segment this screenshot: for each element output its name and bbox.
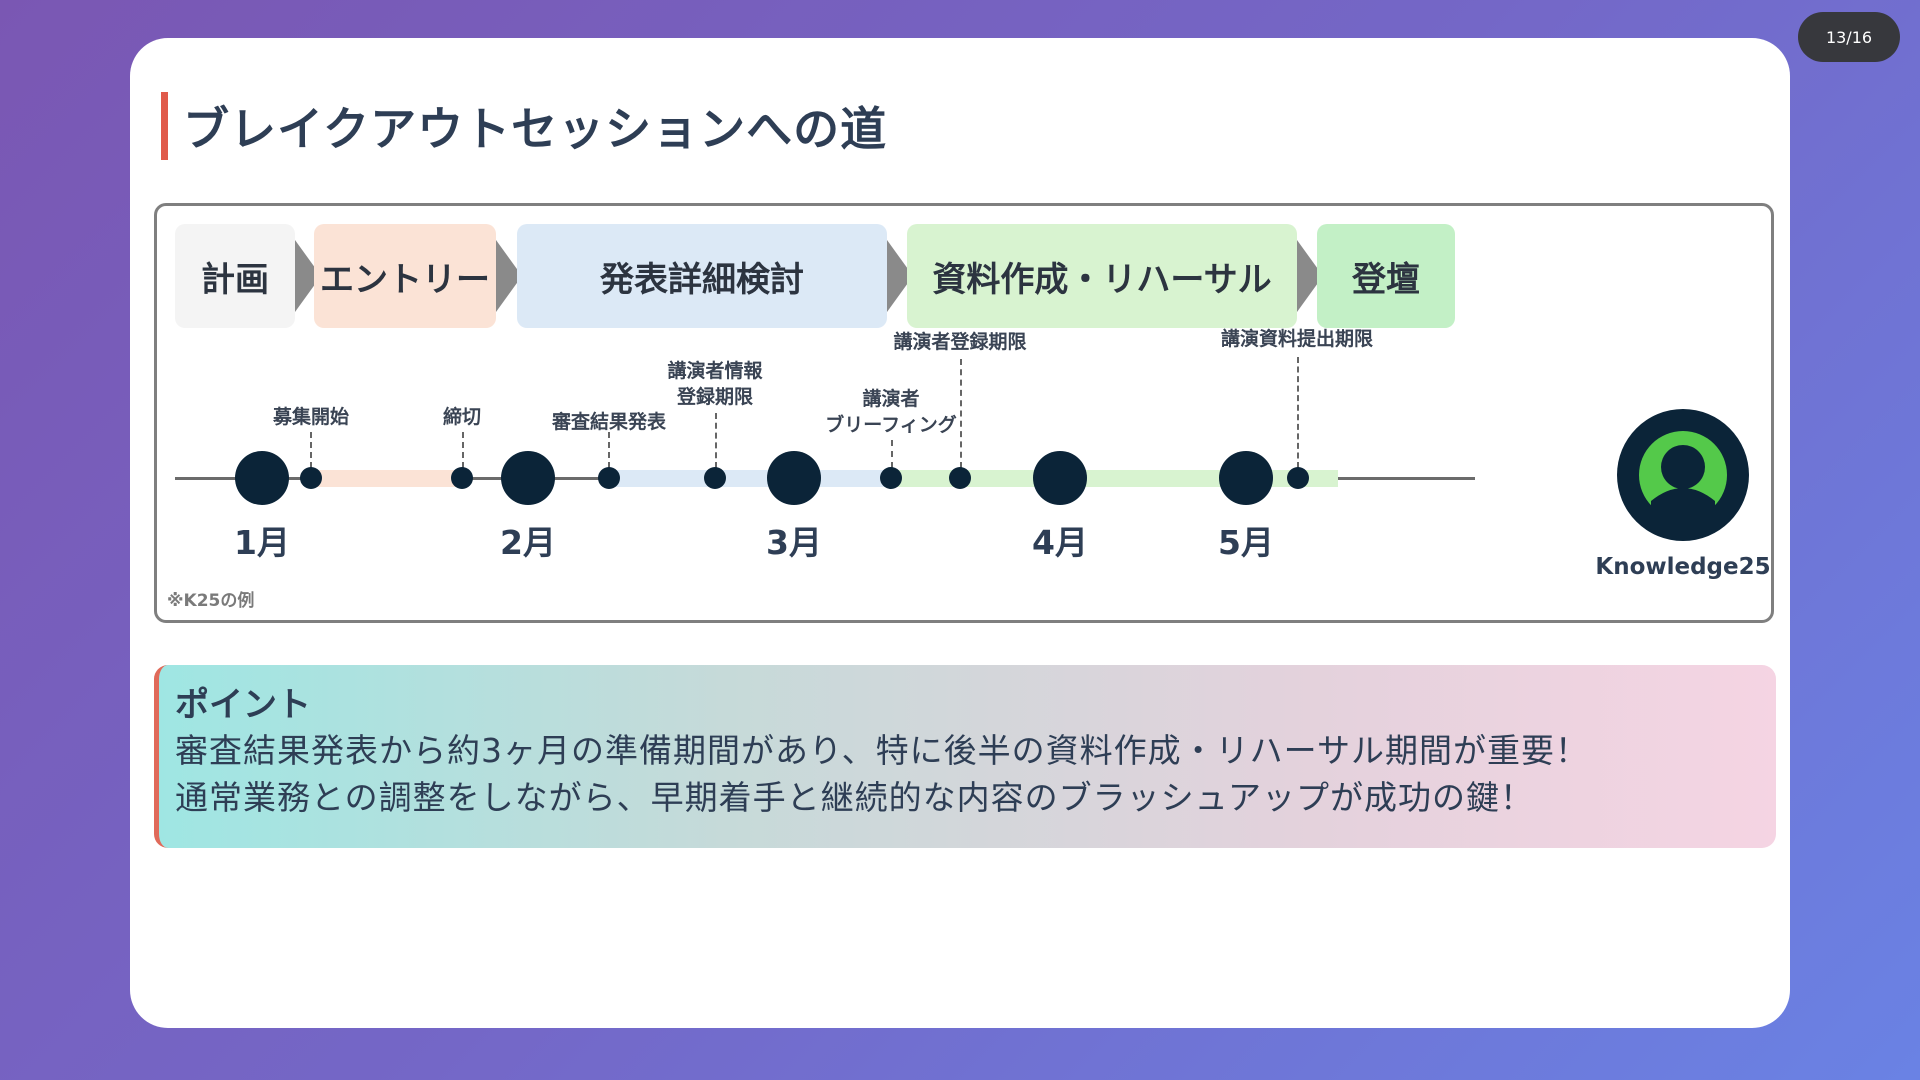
- event-deadline: 締切: [442, 406, 482, 428]
- event-marker: [598, 467, 620, 489]
- entry-period-band: [310, 470, 460, 487]
- event-speaker-registration: 講演者登録期限: [893, 331, 1027, 353]
- month-label: 3月: [766, 523, 822, 562]
- month-marker: [767, 451, 821, 505]
- event-connector: [960, 359, 962, 468]
- event-marker: [451, 467, 473, 489]
- point-box: ポイント 審査結果発表から約3ヶ月の準備期間があり、特に後半の資料作成・リハーサ…: [154, 665, 1776, 848]
- event-marker: [300, 467, 322, 489]
- point-line-1: 審査結果発表から約3ヶ月の準備期間があり、特に後半の資料作成・リハーサル期間が重…: [175, 731, 1590, 770]
- slide-title: ブレイクアウトセッションへの道: [183, 102, 888, 156]
- phase-presentation: 登壇: [1317, 224, 1455, 328]
- point-line-2: 通常業務との調整をしながら、早期着手と継続的な内容のブラッシュアップが成功の鍵！: [175, 778, 1535, 817]
- event-briefing-line1: 講演者: [862, 388, 920, 410]
- month-marker: [1219, 451, 1273, 505]
- point-heading: ポイント: [175, 685, 311, 725]
- event-connector: [715, 413, 717, 468]
- phase-detail-review: 発表詳細検討: [517, 224, 887, 328]
- event-connector: [1297, 357, 1299, 468]
- event-marker: [1287, 467, 1309, 489]
- timeline-box: 計画 エントリー 発表詳細検討 資料作成・リハーサル 登壇: [154, 203, 1774, 623]
- event-briefing-line2: ブリーフィング: [825, 414, 957, 436]
- phase-arrow-icon: [496, 240, 522, 312]
- event-marker: [880, 467, 902, 489]
- event-marker: [949, 467, 971, 489]
- month-label: 5月: [1218, 523, 1274, 562]
- knowledge-logo-icon: [1617, 409, 1749, 541]
- month-label: 4月: [1032, 523, 1088, 562]
- event-connector: [310, 432, 312, 468]
- phase-planning: 計画: [175, 224, 295, 328]
- event-connector: [462, 432, 464, 468]
- month-marker: [1033, 451, 1087, 505]
- event-speaker-info-line1: 講演者情報: [667, 360, 763, 382]
- slide: ブレイクアウトセッションへの道 計画 エントリー 発表詳細検討 資料作成・リハー…: [130, 38, 1790, 1028]
- month-label: 1月: [234, 523, 290, 562]
- event-review-results: 審査結果発表: [551, 411, 667, 433]
- phase-materials-rehearsal: 資料作成・リハーサル: [907, 224, 1297, 328]
- event-speaker-info: 講演者情報 登録期限: [667, 358, 762, 410]
- event-connector: [608, 432, 610, 468]
- event-logo-text: Knowledge25: [1595, 554, 1771, 580]
- phase-arrow-icon: [1297, 240, 1323, 312]
- phase-arrow-icon: [295, 240, 321, 312]
- event-materials-deadline: 講演資料提出期限: [1220, 328, 1374, 350]
- month-marker: [235, 451, 289, 505]
- phase-entry: エントリー: [314, 224, 496, 328]
- phase-arrow-icon: [887, 240, 913, 312]
- event-speaker-info-line2: 登録期限: [676, 386, 754, 408]
- title-accent-bar: [161, 92, 168, 160]
- event-marker: [704, 467, 726, 489]
- page-counter: 13/16: [1798, 12, 1900, 62]
- month-label: 2月: [500, 523, 556, 562]
- review-period-band: [609, 470, 894, 487]
- event-recruit-start: 募集開始: [272, 406, 350, 428]
- footnote: ※K25の例: [167, 591, 255, 611]
- event-speaker-briefing: 講演者 ブリーフィング: [825, 386, 956, 438]
- event-connector: [891, 440, 893, 468]
- month-marker: [501, 451, 555, 505]
